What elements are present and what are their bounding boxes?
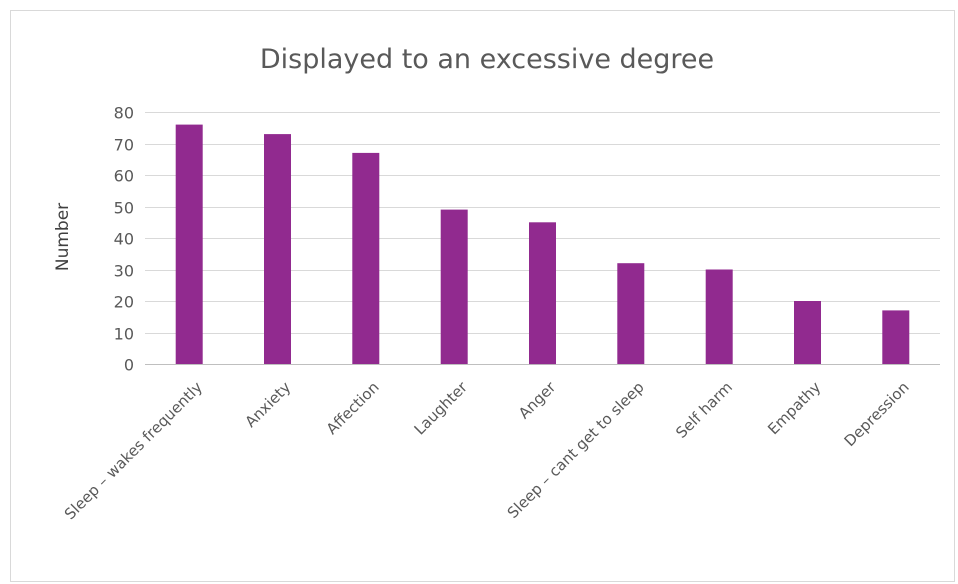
y-tick-label: 0 <box>124 356 134 375</box>
bar <box>617 263 645 364</box>
bar <box>352 152 380 364</box>
x-axis-categories: Sleep – wakes frequently Anxiety Affection… <box>61 378 913 524</box>
bar <box>175 124 203 364</box>
x-category-label: Anger <box>515 378 560 423</box>
y-axis-label: Number <box>53 203 73 271</box>
bar <box>705 269 733 364</box>
y-tick-label: 60 <box>114 167 134 186</box>
x-category-label: Affection <box>323 378 383 438</box>
y-tick-label: 70 <box>114 136 134 155</box>
bar <box>264 134 291 364</box>
y-tick-label: 80 <box>114 104 134 123</box>
chart-title: Displayed to an excessive degree <box>260 44 714 75</box>
y-tick-label: 40 <box>114 230 134 249</box>
x-category-label: Empathy <box>764 378 824 438</box>
chart-frame <box>10 10 955 582</box>
bar <box>529 222 556 365</box>
y-tick-label: 30 <box>114 262 134 281</box>
y-tick-label: 50 <box>114 199 134 218</box>
bars <box>175 124 910 365</box>
y-tick-label: 10 <box>114 325 134 344</box>
bar <box>794 301 821 364</box>
x-category-label: Sleep – wakes frequently <box>61 378 206 523</box>
x-category-label: Self harm <box>672 378 736 442</box>
x-category-label: Laughter <box>411 378 472 439</box>
bar <box>440 209 468 364</box>
y-axis-ticks: 0 10 20 30 40 50 60 70 80 <box>114 104 134 375</box>
x-category-label: Depression <box>841 378 913 450</box>
y-tick-label: 20 <box>114 293 134 312</box>
bar <box>882 310 910 364</box>
x-category-label: Anxiety <box>241 378 294 431</box>
